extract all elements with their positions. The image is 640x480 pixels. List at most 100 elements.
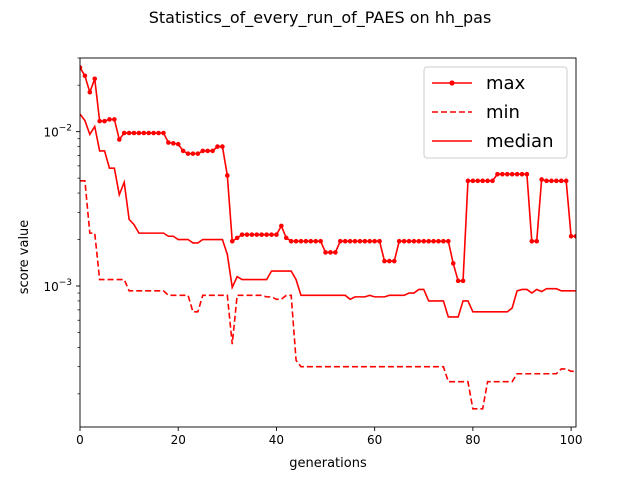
series-point-max <box>563 178 569 184</box>
x-tick-label: 40 <box>269 433 284 447</box>
series-point-max <box>441 238 446 244</box>
legend-label-max: max <box>486 73 526 94</box>
series-point-max <box>372 238 377 244</box>
series-point-max <box>333 250 338 255</box>
series-point-max <box>460 278 466 284</box>
series-point-max <box>283 235 289 241</box>
series-point-max <box>185 151 191 156</box>
x-tick-label: 0 <box>76 433 84 447</box>
series-point-max <box>141 130 147 136</box>
series-point-max <box>80 65 83 70</box>
series-point-max <box>328 250 333 255</box>
series-point-max <box>210 148 215 154</box>
series-point-max <box>529 238 535 244</box>
series-point-max <box>465 178 471 184</box>
series-point-max <box>225 173 230 178</box>
series-point-max <box>392 258 397 264</box>
y-axis-label: score value <box>17 220 32 295</box>
series-point-max <box>396 238 402 244</box>
series-point-max <box>92 76 98 82</box>
series-point-max <box>509 171 515 177</box>
series-point-max <box>573 233 576 239</box>
series-point-max <box>406 238 412 244</box>
series-point-max <box>146 130 152 136</box>
series-point-max <box>264 232 269 237</box>
series-point-max <box>455 278 461 284</box>
series-point-max <box>288 238 294 244</box>
series-point-max <box>239 232 245 237</box>
series-line-min <box>80 180 576 410</box>
series-point-max <box>244 232 250 237</box>
series-point-max <box>229 238 235 244</box>
series-line-median <box>80 113 576 318</box>
series-point-max <box>190 151 196 156</box>
series-point-max <box>215 144 220 149</box>
series-point-max <box>274 232 279 237</box>
y-tick-label: 10−3 <box>43 278 72 294</box>
series-point-max <box>382 258 387 264</box>
series-point-max <box>200 148 206 154</box>
series-point-max <box>195 151 201 156</box>
series-point-max <box>568 233 574 239</box>
axes: 0 20 40 60 80 100 10−3 10−2 <box>43 57 583 447</box>
series-point-max <box>254 232 260 237</box>
series-point-max <box>156 130 161 136</box>
legend-label-min: min <box>486 102 520 123</box>
series-point-max <box>308 238 314 244</box>
chart-title: Statistics_of_every_run_of_PAES on hh_pa… <box>149 8 492 28</box>
x-axis-label: generations <box>289 456 367 471</box>
x-tick-label: 80 <box>465 433 480 447</box>
series-point-max <box>549 178 554 184</box>
series-point-max <box>377 238 382 244</box>
series-point-max <box>175 141 181 147</box>
series-point-max <box>97 118 102 124</box>
series-point-max <box>337 238 343 244</box>
series-point-max <box>475 178 481 184</box>
x-tick-label: 20 <box>171 433 186 447</box>
series-point-max <box>387 258 392 264</box>
series-point-max <box>558 178 564 184</box>
series-point-max <box>450 261 456 266</box>
series-point-max <box>313 238 319 244</box>
series-point-max <box>554 178 559 184</box>
series-point-max <box>82 73 88 79</box>
axes-frame <box>79 57 577 428</box>
series-point-max <box>401 238 407 244</box>
series-point-max <box>259 232 265 237</box>
series-point-max <box>446 238 451 244</box>
series-point-max <box>342 238 348 244</box>
x-tick-label: 60 <box>367 433 382 447</box>
series-point-max <box>107 117 112 122</box>
series-point-max <box>102 118 107 124</box>
series-point-max <box>514 171 520 177</box>
series-point-max <box>485 178 490 184</box>
series-point-max <box>357 238 363 244</box>
legend-box <box>423 66 568 159</box>
series-point-max <box>490 178 495 184</box>
series-point-max <box>151 130 156 136</box>
series-point-max <box>411 238 417 244</box>
series-point-max <box>318 238 323 244</box>
series-point-max <box>131 130 137 136</box>
series-point-max <box>495 171 500 177</box>
series-point-max <box>362 238 368 244</box>
series-point-max <box>234 235 240 241</box>
series-point-max <box>269 232 274 237</box>
series-point-max <box>519 171 525 177</box>
series-point-max <box>166 140 171 145</box>
series-point-max <box>121 130 127 136</box>
series-point-max <box>367 238 373 244</box>
x-tick-label: 100 <box>560 433 583 447</box>
series-point-max <box>500 171 505 177</box>
series-point-max <box>544 178 549 184</box>
series-point-max <box>347 238 353 244</box>
series-point-max <box>426 238 431 244</box>
series-point-max <box>303 238 309 244</box>
plot-area <box>80 65 576 410</box>
series-point-max <box>416 238 422 244</box>
series-point-max <box>480 178 485 184</box>
legend-marker-max <box>449 80 455 86</box>
series-point-max <box>298 238 304 244</box>
